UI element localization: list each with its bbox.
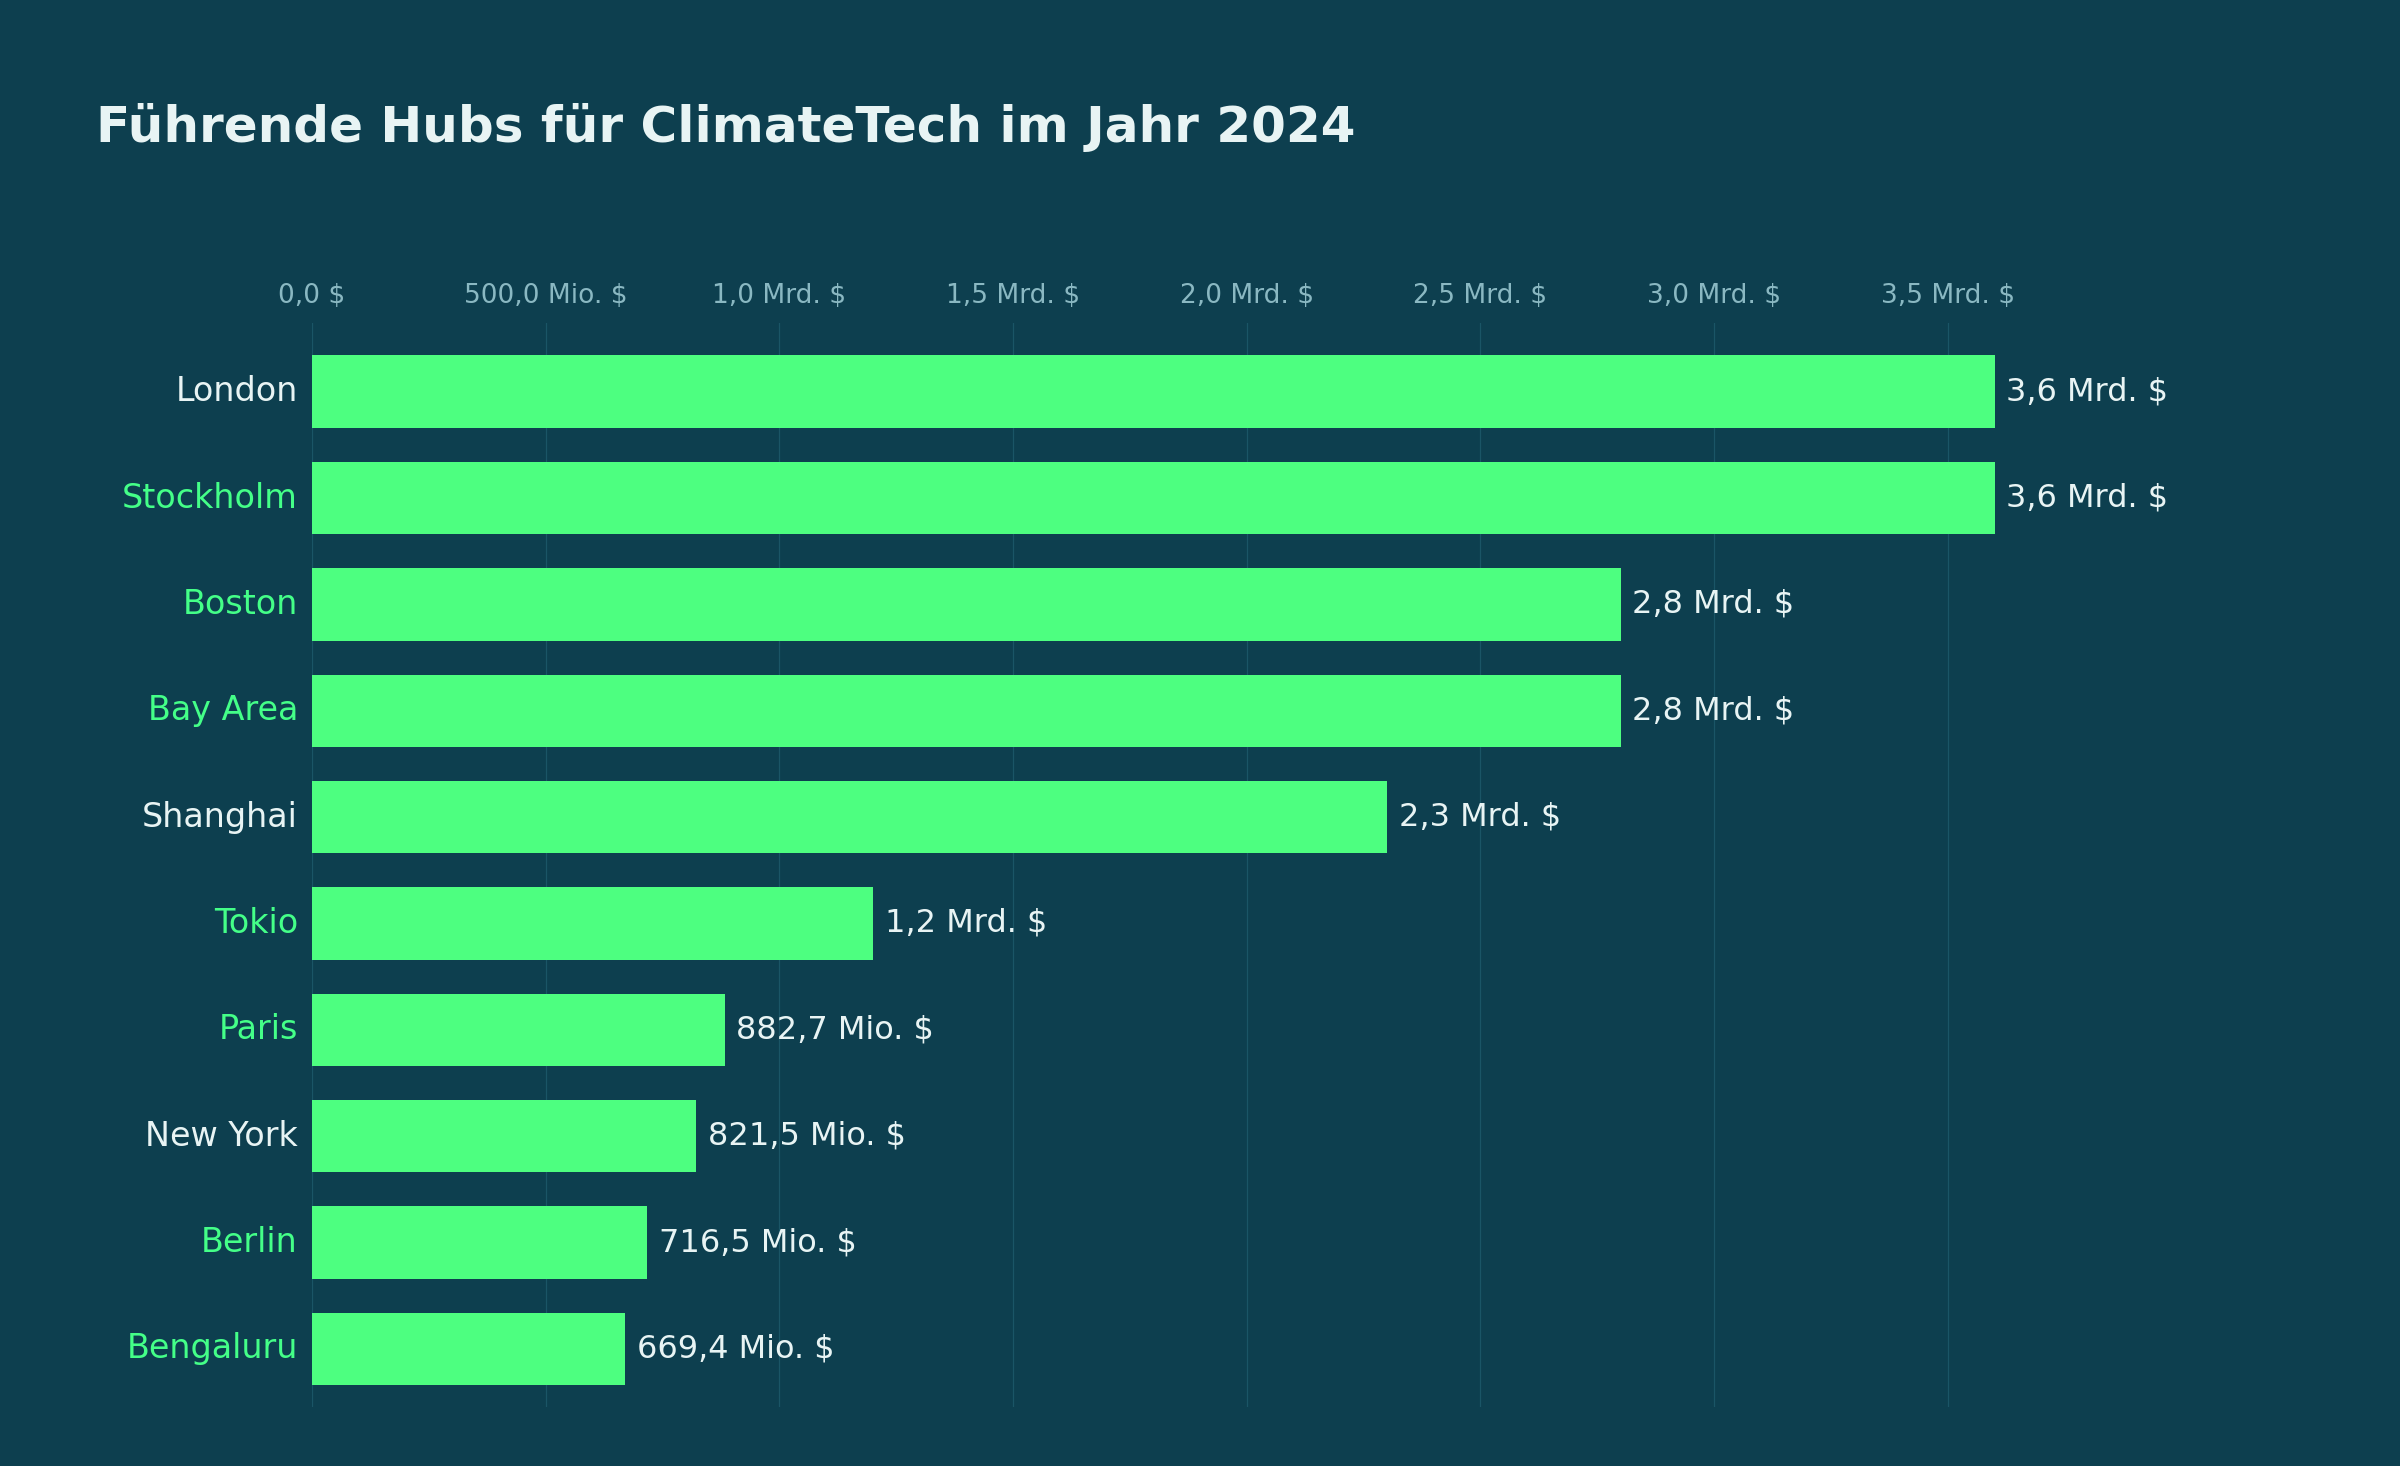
Text: New York: New York bbox=[146, 1120, 298, 1152]
Bar bbox=[312, 355, 1994, 428]
Text: Berlin: Berlin bbox=[202, 1226, 298, 1259]
Bar bbox=[312, 781, 1387, 853]
Text: Shanghai: Shanghai bbox=[142, 800, 298, 834]
Bar bbox=[312, 994, 725, 1066]
Text: London: London bbox=[175, 375, 298, 408]
Text: 669,4 Mio. $: 669,4 Mio. $ bbox=[636, 1334, 835, 1365]
Bar bbox=[312, 462, 1994, 534]
Bar bbox=[312, 674, 1620, 746]
Text: Bengaluru: Bengaluru bbox=[127, 1333, 298, 1365]
Text: Tokio: Tokio bbox=[214, 907, 298, 940]
Bar bbox=[312, 1312, 624, 1385]
Bar bbox=[312, 1100, 696, 1173]
Text: Paris: Paris bbox=[218, 1013, 298, 1047]
Text: 1,2 Mrd. $: 1,2 Mrd. $ bbox=[886, 907, 1046, 938]
Text: 882,7 Mio. $: 882,7 Mio. $ bbox=[737, 1014, 934, 1045]
Text: Boston: Boston bbox=[182, 588, 298, 622]
Bar bbox=[312, 569, 1620, 641]
Text: Bay Area: Bay Area bbox=[149, 695, 298, 727]
Bar bbox=[312, 887, 874, 960]
Text: 3,6 Mrd. $: 3,6 Mrd. $ bbox=[2006, 377, 2167, 408]
Text: 3,6 Mrd. $: 3,6 Mrd. $ bbox=[2006, 482, 2167, 513]
Text: 2,8 Mrd. $: 2,8 Mrd. $ bbox=[1632, 695, 1795, 726]
Text: 716,5 Mio. $: 716,5 Mio. $ bbox=[658, 1227, 857, 1258]
Text: Stockholm: Stockholm bbox=[122, 481, 298, 515]
Text: Führende Hubs für ClimateTech im Jahr 2024: Führende Hubs für ClimateTech im Jahr 20… bbox=[96, 103, 1356, 151]
Bar bbox=[312, 1207, 648, 1278]
Text: 821,5 Mio. $: 821,5 Mio. $ bbox=[708, 1120, 905, 1152]
Text: 2,8 Mrd. $: 2,8 Mrd. $ bbox=[1632, 589, 1795, 620]
Text: 2,3 Mrd. $: 2,3 Mrd. $ bbox=[1399, 802, 1560, 833]
